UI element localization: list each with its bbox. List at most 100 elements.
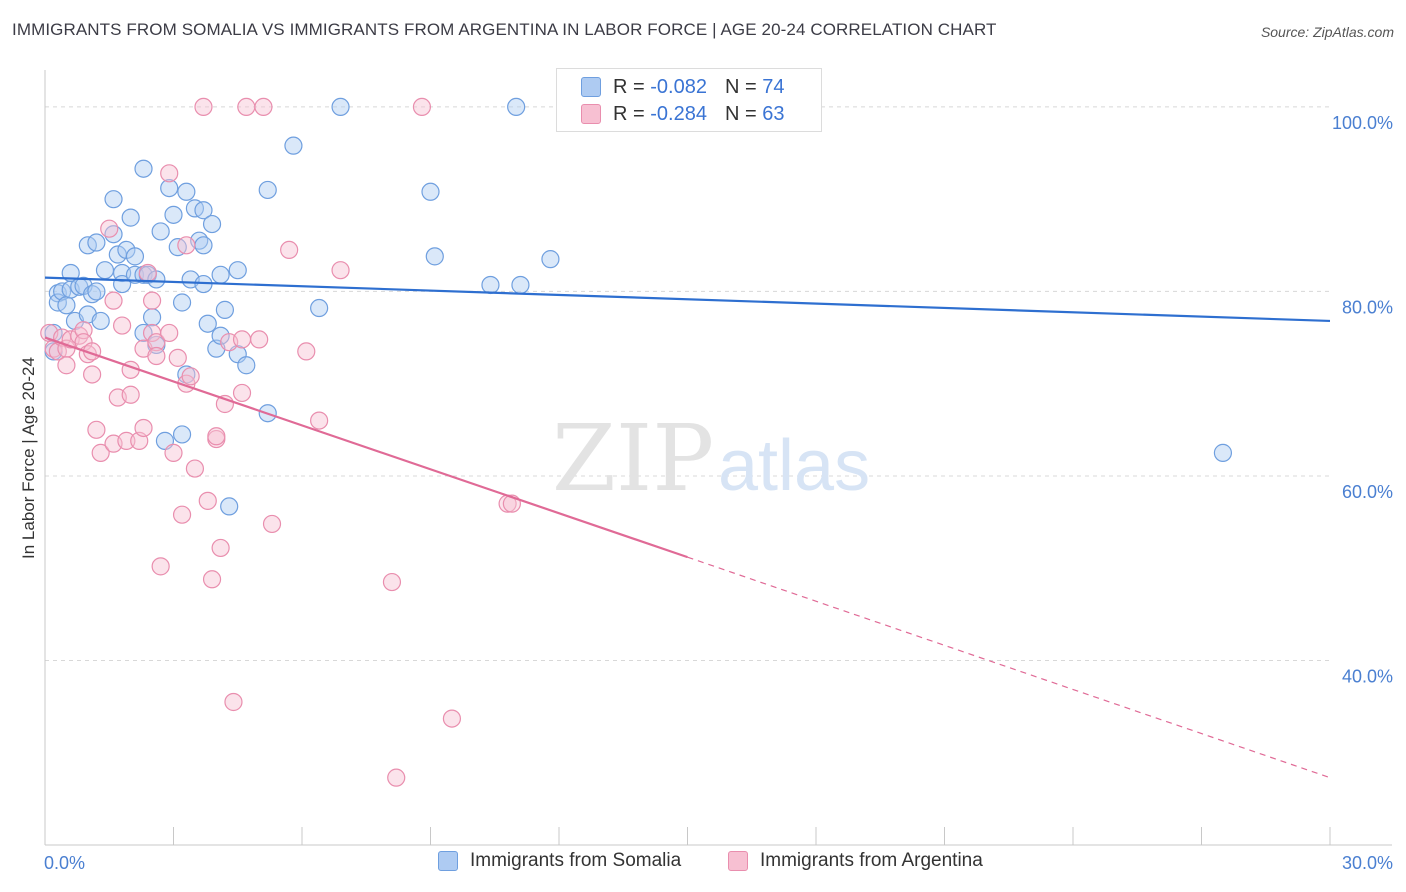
- gridlines: [45, 106, 1330, 661]
- somalia-point: [91, 311, 110, 331]
- x-tick-label: 0.0%: [44, 853, 85, 873]
- argentina-point: [224, 692, 243, 712]
- argentina-swatch: [581, 104, 601, 124]
- argentina-point: [164, 443, 183, 462]
- argentina-point: [100, 219, 119, 238]
- source-credit: Source: ZipAtlas.com: [1260, 24, 1394, 40]
- somalia-point: [95, 261, 115, 280]
- argentina-point: [297, 342, 316, 361]
- stats-row-argentina: R = -0.284 N = 63: [581, 101, 784, 127]
- argentina-point: [117, 431, 136, 450]
- argentina-point: [104, 291, 123, 310]
- y-axis-label: In Labor Force | Age 20-24: [19, 357, 38, 559]
- somalia-swatch: [581, 77, 601, 97]
- watermark-zip: ZIP: [552, 405, 714, 512]
- somalia-point: [425, 247, 444, 266]
- somalia-point: [541, 250, 560, 269]
- argentina-point: [232, 330, 252, 349]
- somalia-point: [258, 180, 277, 200]
- argentina-point: [172, 505, 192, 524]
- argentina-point: [121, 385, 140, 404]
- argentina-point: [412, 97, 432, 117]
- chart-title: IMMIGRANTS FROM SOMALIA VS IMMIGRANTS FR…: [12, 20, 997, 39]
- somalia-point: [134, 159, 153, 178]
- argentina-legend-swatch: [728, 851, 748, 871]
- watermark: ZIP atlas: [552, 405, 870, 512]
- legend-label-somalia: Immigrants from Somalia: [470, 850, 682, 871]
- argentina-point: [134, 418, 153, 438]
- argentina-point: [280, 240, 299, 260]
- trend-lines: [44, 276, 1331, 779]
- y-tick-label: 40.0%: [1342, 666, 1393, 686]
- somalia-point: [172, 293, 192, 312]
- argentina-point: [198, 491, 217, 510]
- argentina-point: [442, 709, 462, 728]
- n-label: N =: [724, 75, 757, 98]
- somalia-point: [481, 275, 500, 295]
- somalia-point: [228, 261, 247, 280]
- argentina-point: [382, 572, 402, 592]
- somalia-point: [194, 201, 213, 220]
- argentina-point: [147, 333, 166, 352]
- somalia-point: [198, 314, 217, 333]
- y-tick-label: 80.0%: [1342, 297, 1393, 317]
- argentina-point: [181, 367, 200, 386]
- argentina-point: [151, 557, 170, 576]
- somalia-point: [237, 356, 256, 375]
- r-label: R =: [613, 75, 645, 98]
- somalia-point: [104, 190, 123, 209]
- r-value-somalia: -0.082: [650, 75, 707, 98]
- argentina-point: [387, 768, 406, 787]
- somalia-point: [172, 425, 192, 444]
- somalia-point: [57, 296, 76, 315]
- correlation-stats-box: R = -0.082 N = 74 R = -0.284 N = 63: [556, 68, 822, 132]
- somalia-point: [421, 182, 440, 201]
- argentina-point: [160, 323, 179, 343]
- argentina-trend-extrapolation: [687, 556, 1331, 779]
- argentina-point: [250, 330, 269, 349]
- axes: [44, 70, 1392, 846]
- legend-item-argentina[interactable]: Immigrants from Argentina: [728, 850, 983, 872]
- legend-label-argentina: Immigrants from Argentina: [760, 850, 983, 871]
- somalia-point: [284, 136, 303, 155]
- somalia-point: [142, 308, 162, 327]
- series-argentina: [40, 97, 521, 787]
- somalia-point: [215, 300, 234, 319]
- legend-item-somalia[interactable]: Immigrants from Somalia: [438, 850, 681, 872]
- somalia-trend-line: [44, 276, 1331, 323]
- x-tick-labels: 0.0% 30.0%: [44, 853, 1393, 873]
- argentina-point: [147, 346, 166, 366]
- somalia-legend-swatch: [438, 851, 458, 871]
- argentina-trend-line: [44, 336, 688, 559]
- x-tick-label: 30.0%: [1342, 853, 1393, 873]
- argentina-point: [207, 427, 226, 446]
- argentina-point: [331, 261, 350, 280]
- argentina-point: [142, 291, 162, 310]
- r-value-argentina: -0.284: [650, 102, 707, 125]
- argentina-point: [168, 348, 187, 367]
- somalia-point: [511, 275, 530, 295]
- r-label: R =: [613, 102, 645, 125]
- argentina-point: [87, 420, 106, 439]
- argentina-point: [202, 570, 222, 589]
- argentina-point: [177, 236, 196, 255]
- stats-row-somalia: R = -0.082 N = 74: [581, 74, 784, 100]
- somalia-point: [220, 497, 239, 516]
- somalia-point: [331, 97, 350, 117]
- somalia-point: [507, 97, 526, 117]
- n-label: N =: [724, 102, 757, 125]
- somalia-point: [87, 233, 106, 252]
- argentina-point: [194, 97, 213, 117]
- argentina-point: [160, 164, 179, 183]
- n-value-somalia: 74: [762, 75, 785, 98]
- somalia-point: [164, 205, 183, 224]
- argentina-point: [232, 383, 252, 403]
- argentina-point: [112, 316, 132, 335]
- argentina-point: [138, 263, 157, 283]
- argentina-point: [83, 365, 102, 384]
- argentina-point: [310, 411, 329, 430]
- argentina-point: [262, 514, 282, 534]
- argentina-point: [211, 538, 230, 558]
- watermark-atlas: atlas: [718, 426, 870, 506]
